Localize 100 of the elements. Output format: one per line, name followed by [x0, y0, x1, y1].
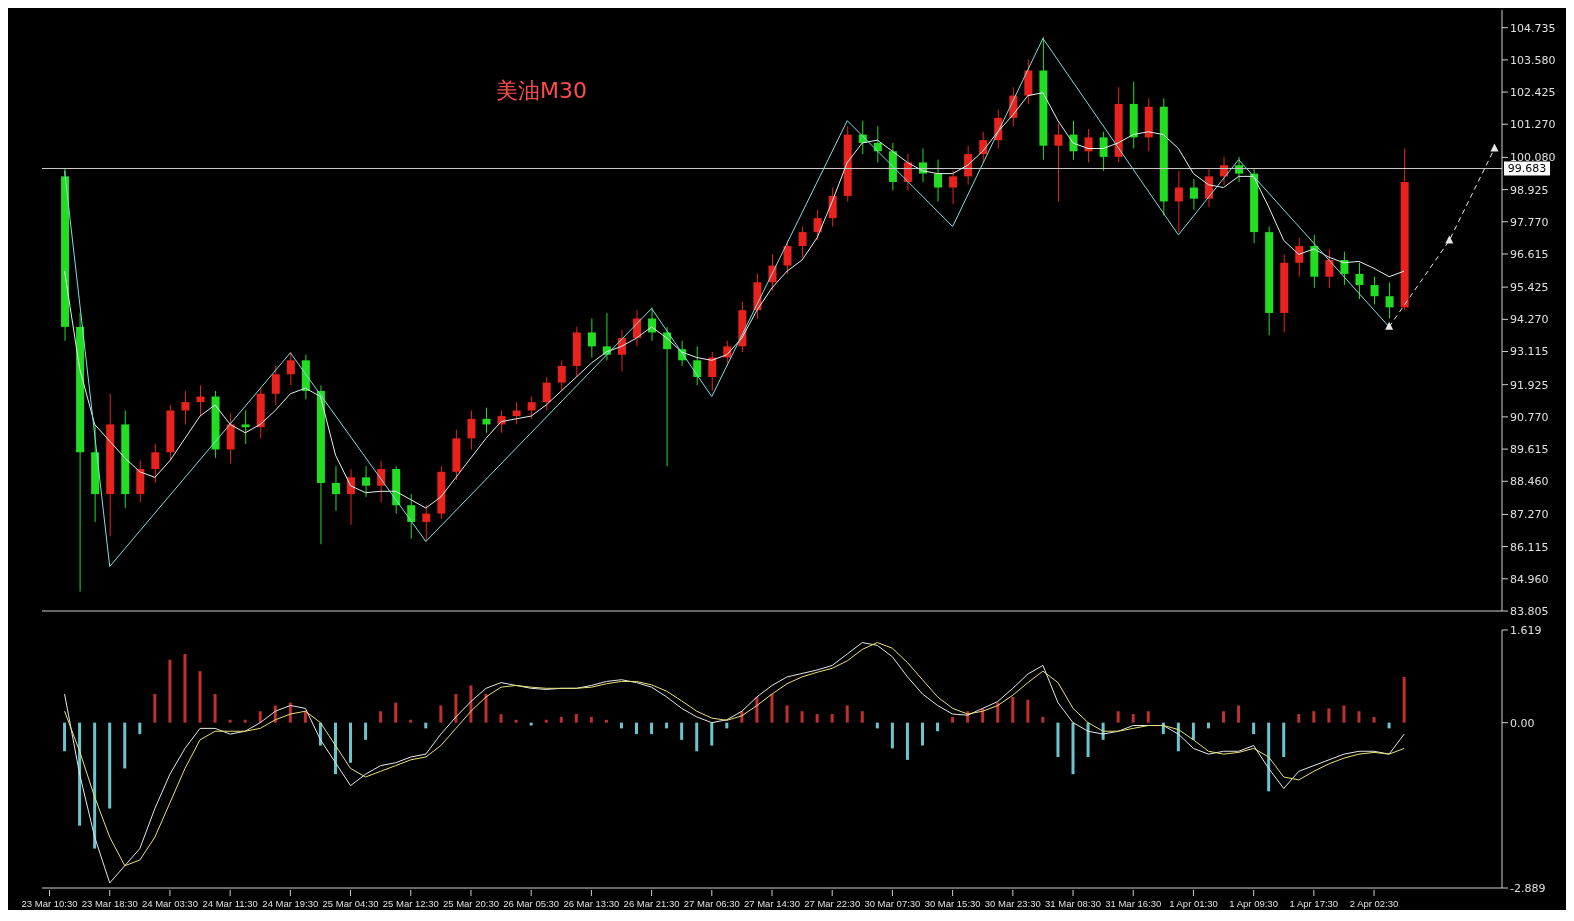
- candlestick: [693, 345, 702, 386]
- x-tick-label: 27 Mar 14:30: [744, 898, 800, 909]
- candlestick: [241, 409, 250, 445]
- bar: [650, 722, 654, 735]
- y-tick-label: 97.770: [1510, 215, 1549, 229]
- bar: [529, 722, 533, 726]
- bar: [604, 719, 608, 723]
- bar: [379, 711, 383, 723]
- bar: [1297, 714, 1301, 723]
- candlestick: [587, 318, 596, 359]
- candlestick: [331, 465, 340, 512]
- bar: [1056, 722, 1060, 757]
- bar: [1071, 722, 1075, 775]
- x-tick-label: 2 Apr 02:30: [1349, 898, 1399, 909]
- y-tick-label: 91.925: [1510, 378, 1549, 392]
- x-tick-label: 26 Mar 21:30: [623, 898, 680, 909]
- x-tick-label: 1 Apr 09:30: [1229, 898, 1278, 909]
- bar: [63, 722, 67, 752]
- candlestick: [467, 409, 476, 450]
- bar: [1011, 696, 1015, 723]
- bar: [860, 711, 864, 723]
- candlestick: [1174, 170, 1183, 233]
- y-tick-label: 103.580: [1510, 53, 1556, 67]
- bar: [695, 722, 699, 752]
- y-tick-label: -2.889: [1510, 881, 1546, 895]
- bar: [394, 702, 398, 723]
- candlestick: [181, 390, 190, 425]
- x-tick-label: 23 Mar 18:30: [81, 898, 138, 909]
- candlestick: [542, 376, 551, 411]
- bar: [409, 719, 413, 723]
- text: 美油M30: [496, 77, 587, 105]
- y-tick-label: 102.425: [1510, 85, 1556, 99]
- y-tick-label: 98.925: [1510, 183, 1549, 197]
- x-tick-label: 25 Mar 04:30: [322, 898, 379, 909]
- bar: [1402, 676, 1406, 723]
- bar: [1357, 711, 1361, 723]
- point: [1490, 143, 1499, 152]
- candlestick: [798, 226, 807, 258]
- y-tick-label: 83.805: [1510, 604, 1549, 618]
- bar: [198, 671, 202, 723]
- bar: [1146, 711, 1150, 723]
- bar: [1267, 722, 1271, 792]
- bar: [1191, 722, 1195, 740]
- x-tick-label: 31 Mar 08:30: [1045, 898, 1102, 909]
- bar: [1282, 722, 1286, 757]
- candlestick: [362, 465, 371, 498]
- x-tick-label: 26 Mar 05:30: [503, 898, 560, 909]
- bar: [890, 722, 894, 749]
- bar: [785, 705, 789, 723]
- y-tick-label: 101.270: [1510, 118, 1556, 132]
- y-tick-label: 90.770: [1510, 410, 1549, 424]
- y-tick-label: 95.425: [1510, 281, 1549, 295]
- bar: [544, 719, 548, 723]
- y-tick-label: 88.460: [1510, 475, 1549, 489]
- candlestick: [813, 209, 822, 241]
- bar: [770, 694, 774, 723]
- ref-line-label: 99.683: [1507, 162, 1547, 176]
- bar: [93, 722, 97, 849]
- bar: [951, 716, 955, 723]
- candlestick: [1385, 281, 1394, 320]
- bar: [454, 694, 458, 723]
- bar: [333, 722, 337, 775]
- bar: [349, 722, 353, 763]
- bar: [123, 722, 127, 769]
- candlestick: [1054, 122, 1063, 202]
- bar: [499, 714, 503, 723]
- bar: [680, 722, 684, 740]
- x-tick-label: 30 Mar 15:30: [924, 898, 981, 909]
- candlestick: [557, 359, 566, 392]
- bar: [364, 722, 368, 740]
- bar: [1116, 711, 1120, 723]
- bar: [1086, 722, 1090, 757]
- y-tick-label: 1.619: [1510, 623, 1542, 637]
- candlestick: [1355, 262, 1364, 300]
- bar: [559, 716, 563, 723]
- bar: [1372, 716, 1376, 723]
- y-tick-label: 94.270: [1510, 313, 1549, 327]
- bar: [514, 719, 518, 723]
- x-tick-label: 25 Mar 20:30: [442, 898, 499, 909]
- x-tick-label: 24 Mar 03:30: [141, 898, 198, 909]
- y-tick-label: 84.960: [1510, 572, 1549, 586]
- bar: [213, 694, 217, 723]
- x-tick-label: 25 Mar 12:30: [382, 898, 439, 909]
- bar: [936, 722, 940, 732]
- bar: [484, 694, 488, 723]
- x-tick-label: 31 Mar 16:30: [1105, 898, 1162, 909]
- candlestick: [708, 351, 717, 392]
- bar: [439, 705, 443, 723]
- bar: [589, 716, 593, 723]
- y-tick-label: 93.115: [1510, 345, 1549, 359]
- candlestick: [407, 493, 416, 540]
- x-tick-label: 27 Mar 22:30: [804, 898, 861, 909]
- candlestick: [949, 170, 958, 205]
- bar: [243, 719, 247, 723]
- bar: [1222, 711, 1226, 723]
- bar: [920, 722, 924, 746]
- candlestick: [1235, 156, 1244, 183]
- bar: [1131, 714, 1135, 723]
- candlestick: [783, 239, 792, 275]
- x-tick-label: 27 Mar 06:30: [683, 898, 740, 909]
